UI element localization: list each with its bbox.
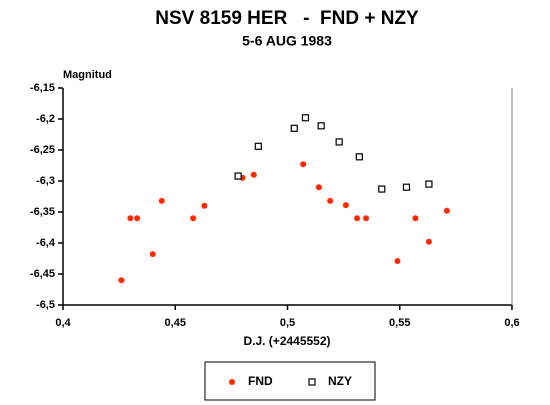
point bbox=[355, 153, 363, 161]
y-tick-label: -6,3 bbox=[36, 175, 55, 187]
point bbox=[254, 142, 262, 150]
point bbox=[250, 171, 257, 178]
x-tick-label: 0,4 bbox=[55, 317, 71, 329]
x-axis-label: D.J. (+2445552) bbox=[243, 334, 330, 348]
y-tick-label: -6,5 bbox=[36, 299, 55, 311]
point bbox=[201, 202, 208, 209]
point bbox=[234, 172, 242, 180]
legend-box bbox=[204, 361, 376, 401]
point bbox=[118, 277, 125, 284]
x-tick-label: 0,6 bbox=[504, 317, 519, 329]
legend-label: NZY bbox=[328, 374, 352, 388]
point bbox=[443, 207, 450, 214]
point bbox=[300, 161, 307, 168]
point bbox=[425, 180, 433, 188]
point bbox=[363, 215, 370, 222]
point bbox=[354, 215, 361, 222]
point bbox=[190, 215, 197, 222]
point bbox=[378, 185, 386, 193]
point bbox=[149, 251, 156, 258]
legend-marker bbox=[308, 378, 316, 386]
point bbox=[412, 215, 419, 222]
point bbox=[394, 257, 401, 264]
point bbox=[327, 197, 334, 204]
y-tick-label: -6,4 bbox=[36, 237, 56, 249]
x-tick-label: 0,55 bbox=[389, 317, 410, 329]
point bbox=[425, 238, 432, 245]
point bbox=[290, 124, 298, 132]
chart-subtitle: 5-6 AUG 1983 bbox=[242, 33, 332, 49]
point bbox=[301, 114, 310, 122]
legend-marker bbox=[229, 379, 235, 385]
chart-title: NSV 8159 HER - FND + NZY bbox=[155, 8, 419, 29]
x-tick-label: 0,5 bbox=[280, 317, 295, 329]
point bbox=[335, 138, 343, 146]
point bbox=[315, 184, 322, 191]
y-tick-label: -6,2 bbox=[36, 113, 55, 125]
y-tick-label: -6,45 bbox=[30, 268, 55, 280]
point bbox=[158, 197, 165, 204]
point bbox=[127, 215, 134, 222]
y-tick-label: -6,15 bbox=[30, 82, 55, 94]
y-axis-label: Magnitud bbox=[63, 69, 112, 81]
point bbox=[342, 202, 349, 209]
legend-label: FND bbox=[248, 374, 273, 388]
point bbox=[402, 183, 411, 191]
point bbox=[134, 215, 141, 222]
y-tick-label: -6,25 bbox=[30, 144, 55, 156]
x-tick-label: 0,45 bbox=[165, 317, 186, 329]
point bbox=[317, 122, 325, 130]
y-tick-label: -6,35 bbox=[30, 206, 55, 218]
